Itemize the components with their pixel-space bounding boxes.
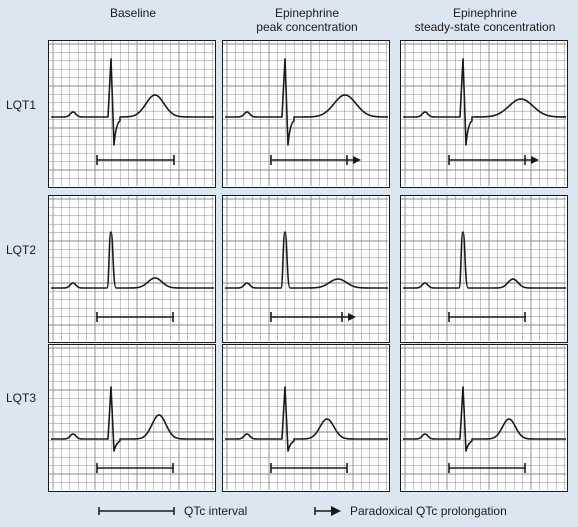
ecg-waveform [50,58,214,146]
column-header-line2: Baseline [109,6,157,20]
qtc-interval-bar [96,463,174,473]
ecg-panel-r1-c2 [222,40,390,188]
qtc-interval-bar [96,155,175,165]
ecg-waveform [224,386,388,452]
ecg-trace-svg [223,345,388,490]
ecg-trace-svg [49,196,214,341]
paradoxical-qtc-arrow [448,155,539,165]
ecg-grid [49,196,214,341]
paradoxical-qtc-arrow [270,155,361,165]
column-header-line1: Epinephrine [274,6,340,20]
qtc-interval-bar [270,463,348,473]
row-label-lqt1: LQT1 [6,98,37,112]
ecg-waveform [50,386,214,452]
ecg-trace-svg [49,41,214,186]
ecg-panel-r3-c2 [222,344,390,492]
row-label-lqt2: LQT2 [6,243,37,257]
ecg-panel-r3-c1 [48,344,216,492]
ecg-panel-r1-c3 [400,40,568,188]
column-header-epi-peak: Epinephrine peak concentration [222,6,392,34]
ecg-waveform [402,58,566,146]
legend-label-qtc: QTc interval [184,504,248,518]
ecg-trace-svg [401,345,566,490]
ecg-grid [49,41,214,186]
ecg-trace-svg [223,196,388,341]
qtc-interval-icon [98,507,175,515]
ecg-waveform [224,58,388,146]
ecg-grid [401,196,566,341]
ecg-trace-svg [49,345,214,490]
row-label-lqt3: LQT3 [6,391,37,405]
ecg-panel-r2-c2 [222,195,390,343]
ecg-panel-r2-c3 [400,195,568,343]
legend-label-paradoxical: Paradoxical QTc prolongation [350,504,507,518]
ecg-waveform [402,231,566,289]
ecg-trace-svg [223,41,388,186]
legend-item-qtc: QTc interval [98,500,247,522]
column-header-line2: steady-state concentration [414,20,556,34]
ecg-panel-r2-c1 [48,195,216,343]
paradoxical-arrow-icon [314,506,341,516]
ecg-waveform [402,386,566,452]
ecg-trace-svg [401,41,566,186]
qtc-interval-bar [448,312,526,322]
qtc-interval-bar [448,463,526,473]
column-header-line2: peak concentration [256,20,358,34]
ecg-panel-r3-c3 [400,344,568,492]
column-header-baseline: Baseline [48,6,218,20]
ecg-grid [223,196,388,341]
ecg-waveform [224,231,388,289]
paradoxical-qtc-arrow [270,312,356,322]
ecg-panel-r1-c1 [48,40,216,188]
qtc-interval-bar [96,312,174,322]
ecg-grid [223,41,388,186]
ecg-trace-svg [401,196,566,341]
column-header-line1: Epinephrine [452,6,518,20]
ecg-waveform [50,231,214,289]
column-header-epi-steady: Epinephrine steady-state concentration [400,6,570,34]
legend-item-paradoxical: Paradoxical QTc prolongation [314,500,507,522]
legend: QTc interval Paradoxical QTc prolongatio… [0,500,578,522]
ecg-grid [49,345,214,490]
